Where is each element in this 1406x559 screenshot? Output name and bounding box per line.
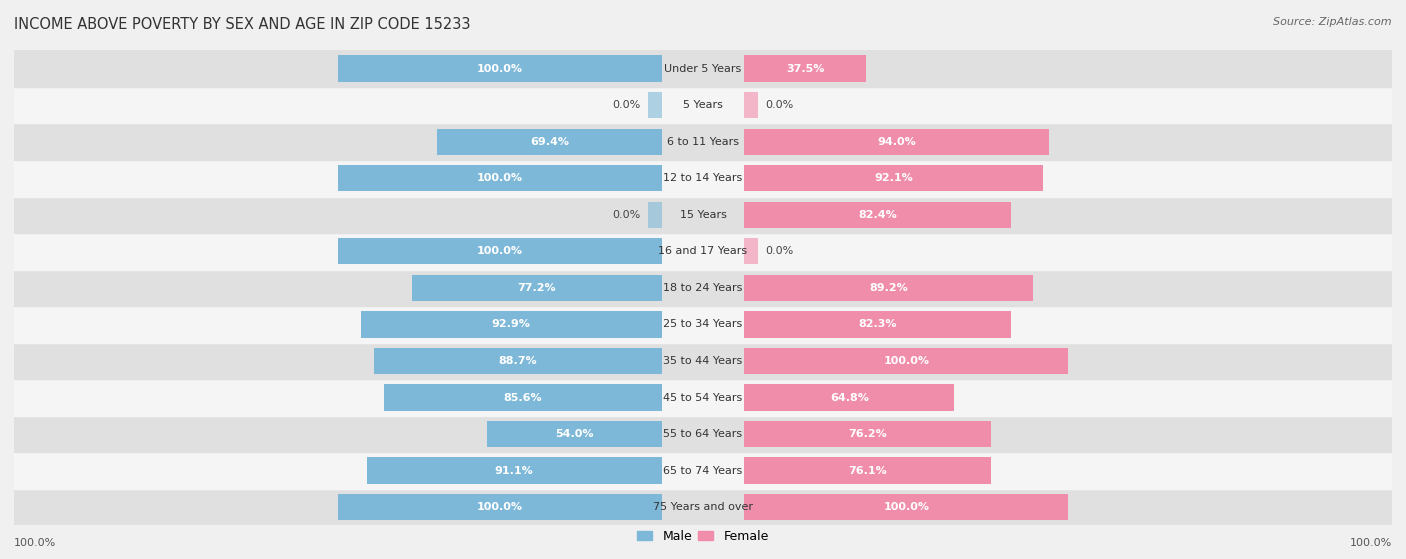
Bar — [14, 489, 1392, 525]
Bar — [14, 87, 1392, 124]
Text: 0.0%: 0.0% — [613, 210, 641, 220]
Bar — [337, 238, 662, 264]
Text: 75 Years and over: 75 Years and over — [652, 502, 754, 512]
Text: 35 to 44 Years: 35 to 44 Years — [664, 356, 742, 366]
Bar — [14, 269, 1392, 306]
Text: 15 Years: 15 Years — [679, 210, 727, 220]
Text: 89.2%: 89.2% — [869, 283, 908, 293]
Text: 76.2%: 76.2% — [848, 429, 887, 439]
Bar — [412, 274, 662, 301]
Bar — [744, 55, 866, 82]
Bar — [744, 238, 758, 264]
Bar — [367, 457, 662, 484]
Text: 100.0%: 100.0% — [477, 173, 523, 183]
Bar — [374, 348, 662, 374]
Text: 100.0%: 100.0% — [477, 247, 523, 257]
Bar — [648, 202, 662, 228]
Text: 12 to 14 Years: 12 to 14 Years — [664, 173, 742, 183]
Text: 65 to 74 Years: 65 to 74 Years — [664, 466, 742, 476]
Text: 91.1%: 91.1% — [495, 466, 533, 476]
Text: 69.4%: 69.4% — [530, 137, 569, 146]
Bar — [337, 55, 662, 82]
Bar — [744, 165, 1043, 191]
Bar — [744, 202, 1011, 228]
Text: 92.9%: 92.9% — [492, 319, 530, 329]
Text: 94.0%: 94.0% — [877, 137, 915, 146]
Text: 100.0%: 100.0% — [883, 356, 929, 366]
Text: 77.2%: 77.2% — [517, 283, 555, 293]
Bar — [437, 129, 662, 155]
Bar — [744, 348, 1069, 374]
Bar — [361, 311, 662, 338]
Text: 82.4%: 82.4% — [859, 210, 897, 220]
Bar — [337, 494, 662, 520]
Text: Source: ZipAtlas.com: Source: ZipAtlas.com — [1274, 17, 1392, 27]
Text: 85.6%: 85.6% — [503, 392, 543, 402]
Text: 55 to 64 Years: 55 to 64 Years — [664, 429, 742, 439]
Text: 0.0%: 0.0% — [765, 247, 793, 257]
Legend: Male, Female: Male, Female — [633, 525, 773, 548]
Bar — [744, 421, 991, 447]
Bar — [744, 92, 758, 119]
Bar — [14, 452, 1392, 489]
Text: INCOME ABOVE POVERTY BY SEX AND AGE IN ZIP CODE 15233: INCOME ABOVE POVERTY BY SEX AND AGE IN Z… — [14, 17, 471, 32]
Text: 92.1%: 92.1% — [875, 173, 912, 183]
Bar — [744, 274, 1033, 301]
Bar — [744, 129, 1049, 155]
Text: 100.0%: 100.0% — [477, 64, 523, 74]
Text: 0.0%: 0.0% — [765, 100, 793, 110]
Bar — [14, 197, 1392, 233]
Text: 0.0%: 0.0% — [613, 100, 641, 110]
Bar — [744, 494, 1069, 520]
Bar — [744, 385, 955, 411]
Text: 64.8%: 64.8% — [830, 392, 869, 402]
Text: 54.0%: 54.0% — [555, 429, 593, 439]
Bar — [14, 379, 1392, 416]
Bar — [744, 311, 1011, 338]
Text: 45 to 54 Years: 45 to 54 Years — [664, 392, 742, 402]
Bar — [14, 416, 1392, 452]
Text: 16 and 17 Years: 16 and 17 Years — [658, 247, 748, 257]
Text: 25 to 34 Years: 25 to 34 Years — [664, 319, 742, 329]
Bar — [14, 306, 1392, 343]
Text: 100.0%: 100.0% — [1350, 538, 1392, 548]
Text: 100.0%: 100.0% — [14, 538, 56, 548]
Bar — [14, 343, 1392, 379]
Bar — [14, 160, 1392, 197]
Bar — [486, 421, 662, 447]
Bar — [14, 233, 1392, 269]
Bar — [744, 457, 991, 484]
Text: 37.5%: 37.5% — [786, 64, 824, 74]
Text: 76.1%: 76.1% — [848, 466, 887, 476]
Text: 88.7%: 88.7% — [499, 356, 537, 366]
Text: 100.0%: 100.0% — [477, 502, 523, 512]
Text: 100.0%: 100.0% — [883, 502, 929, 512]
Text: 6 to 11 Years: 6 to 11 Years — [666, 137, 740, 146]
Bar — [384, 385, 662, 411]
Text: 82.3%: 82.3% — [858, 319, 897, 329]
Text: 18 to 24 Years: 18 to 24 Years — [664, 283, 742, 293]
Bar — [648, 92, 662, 119]
Bar — [337, 165, 662, 191]
Text: 5 Years: 5 Years — [683, 100, 723, 110]
Bar — [14, 124, 1392, 160]
Text: Under 5 Years: Under 5 Years — [665, 64, 741, 74]
Bar — [14, 50, 1392, 87]
